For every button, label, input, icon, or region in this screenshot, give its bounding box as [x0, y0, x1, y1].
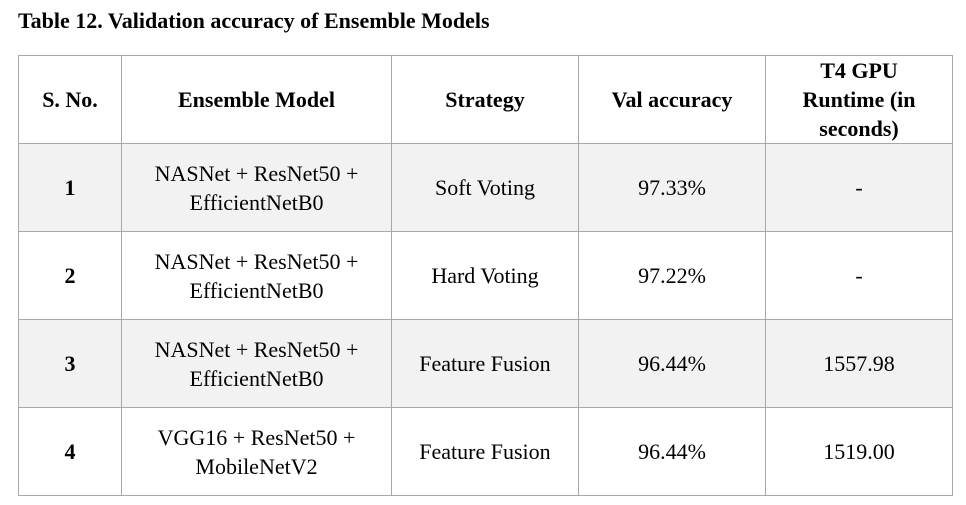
model-line: EfficientNetB0 [189, 277, 324, 303]
header-row: S. No. Ensemble Model Strategy Val accur… [18, 55, 953, 144]
cell-ensemble-model: VGG16 + ResNet50 + MobileNetV2 [121, 407, 392, 496]
cell-val-accuracy: 96.44% [578, 407, 766, 496]
cell-strategy: Feature Fusion [391, 407, 579, 496]
cell-ensemble-model: NASNet + ResNet50 + EfficientNetB0 [121, 143, 392, 232]
model-line: MobileNetV2 [195, 453, 318, 479]
model-line: NASNet + ResNet50 + [154, 160, 359, 186]
model-line: VGG16 + ResNet50 + [157, 424, 356, 450]
cell-ensemble-model: NASNet + ResNet50 + EfficientNetB0 [121, 231, 392, 320]
cell-runtime: 1557.98 [765, 319, 953, 408]
model-line: NASNet + ResNet50 + [154, 248, 359, 274]
cell-sno: 3 [18, 319, 122, 408]
cell-val-accuracy: 96.44% [578, 319, 766, 408]
model-line: EfficientNetB0 [189, 365, 324, 391]
results-table: S. No. Ensemble Model Strategy Val accur… [18, 55, 953, 496]
cell-val-accuracy: 97.22% [578, 231, 766, 320]
header-runtime: T4 GPU Runtime (in seconds) [765, 55, 953, 144]
cell-strategy: Hard Voting [391, 231, 579, 320]
cell-runtime: - [765, 143, 953, 232]
cell-ensemble-model: NASNet + ResNet50 + EfficientNetB0 [121, 319, 392, 408]
model-line: EfficientNetB0 [189, 189, 324, 215]
header-val-accuracy: Val accuracy [578, 55, 766, 144]
cell-sno: 1 [18, 143, 122, 232]
header-sno: S. No. [18, 55, 122, 144]
table-row: 2 NASNet + ResNet50 + EfficientNetB0 Hard… [18, 231, 953, 320]
cell-sno: 4 [18, 407, 122, 496]
cell-runtime: 1519.00 [765, 407, 953, 496]
header-ensemble-model: Ensemble Model [121, 55, 392, 144]
table-caption: Table 12. Validation accuracy of Ensembl… [18, 8, 490, 33]
cell-sno: 2 [18, 231, 122, 320]
cell-strategy: Feature Fusion [391, 319, 579, 408]
table-row: 3 NASNet + ResNet50 + EfficientNetB0 Feat… [18, 319, 953, 408]
cell-strategy: Soft Voting [391, 143, 579, 232]
table-row: 4 VGG16 + ResNet50 + MobileNetV2 Feature … [18, 407, 953, 496]
header-strategy: Strategy [391, 55, 579, 144]
table-row: 1 NASNet + ResNet50 + EfficientNetB0 Soft… [18, 143, 953, 232]
cell-runtime: - [765, 231, 953, 320]
cell-val-accuracy: 97.33% [578, 143, 766, 232]
model-line: NASNet + ResNet50 + [154, 336, 359, 362]
